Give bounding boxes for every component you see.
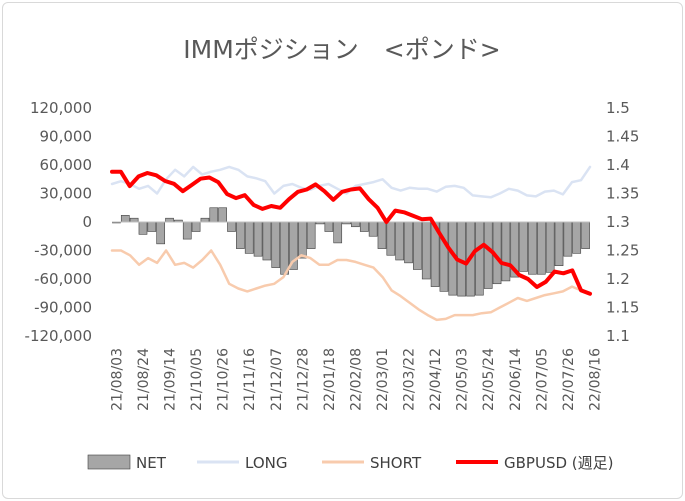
net-bar (404, 221, 413, 264)
net-bar (182, 221, 192, 240)
net-bar (262, 221, 272, 261)
x-tick-label: 22/07/05 (534, 348, 550, 411)
x-tick-label: 21/12/28 (295, 348, 311, 411)
net-bar (351, 221, 360, 228)
x-tick-label: 21/12/07 (269, 348, 285, 411)
net-bar (563, 221, 573, 257)
x-tick-label: 22/08/16 (587, 348, 603, 411)
y-right-tick-label: 1.5 (606, 99, 630, 117)
y-right-tick-label: 1.1 (606, 327, 630, 345)
net-bar (483, 221, 493, 289)
short-line (110, 249, 592, 322)
y-left-tick-label: -30,000 (34, 242, 92, 260)
net-bar (165, 217, 174, 223)
x-tick-label: 22/05/03 (455, 348, 471, 411)
net-bar (475, 221, 484, 296)
x-tick-label: 22/07/26 (561, 348, 577, 411)
net-bar (280, 221, 289, 275)
y-left-tick-label: 0 (82, 213, 92, 231)
x-tick-label: 22/01/18 (322, 348, 338, 411)
net-bar (501, 221, 511, 282)
x-tick-label: 22/03/22 (402, 348, 418, 411)
x-tick-label: 21/11/16 (242, 348, 258, 411)
y-right-tick-label: 1.2 (606, 270, 630, 288)
y-left-tick-label: 30,000 (40, 185, 93, 203)
net-bar (129, 217, 139, 223)
net-bar (244, 221, 254, 254)
x-tick-label: 22/04/12 (428, 348, 444, 411)
net-bar (572, 221, 582, 254)
net-bar (421, 221, 431, 280)
x-tick-label: 22/02/08 (348, 348, 364, 411)
y-left-tick-label: -120,000 (25, 327, 92, 345)
net-bar (306, 221, 316, 249)
y-right-tick-label: 1.3 (606, 213, 630, 231)
legend-label: NET (136, 454, 167, 472)
x-tick-label: 21/09/14 (163, 348, 179, 411)
net-bar (333, 221, 343, 244)
net-bar (554, 221, 564, 267)
legend-label: SHORT (370, 454, 422, 472)
x-tick-label: 22/05/24 (481, 348, 497, 411)
x-tick-label: 21/08/03 (109, 348, 125, 411)
y-left-tick-label: -90,000 (34, 299, 92, 317)
net-bar (120, 215, 130, 223)
legend: NET LONG SHORT GBPUSD (週足) (87, 454, 613, 472)
net-bar (545, 221, 555, 273)
net-bar (581, 221, 590, 249)
net-bar (395, 221, 405, 261)
net-bar (519, 221, 528, 272)
gbpusd-line (110, 169, 592, 296)
x-tick-label: 21/10/26 (216, 348, 232, 411)
net-bar (138, 221, 148, 235)
y-right-tick-label: 1.35 (606, 185, 639, 203)
plot-area: 120,000 90,000 60,000 30,000 0 -30,000 -60,000… (25, 99, 640, 411)
net-bar (200, 217, 210, 223)
net-bar (368, 221, 378, 237)
y-right-tick-label: 1.25 (606, 242, 639, 260)
net-bar (536, 221, 546, 275)
legend-label: GBPUSD (週足) (504, 454, 613, 472)
net-bar (386, 221, 396, 256)
net-bar (271, 221, 281, 268)
x-tick-label: 21/08/24 (136, 348, 152, 411)
net-bar (147, 221, 157, 232)
net-bar (377, 221, 387, 249)
y-left-tick-label: 90,000 (40, 128, 93, 146)
y-left-tick-label: -60,000 (34, 270, 92, 288)
y-right-tick-label: 1.4 (606, 156, 630, 174)
net-bar (209, 207, 219, 223)
net-bar (528, 221, 537, 275)
net-bar (156, 221, 166, 245)
legend-swatch-net (87, 454, 131, 470)
y-left-tick-label: 120,000 (30, 99, 92, 117)
net-bar (191, 221, 201, 232)
net-bar (297, 221, 307, 259)
x-tick-label: 21/10/05 (189, 348, 205, 411)
x-tick-label: 22/03/01 (375, 348, 391, 411)
chart-title: IMMポジション <ポンド> (183, 35, 500, 64)
net-bar (413, 221, 422, 270)
y-right-tick-label: 1.45 (606, 128, 639, 146)
legend-label: LONG (245, 454, 287, 472)
y-left-tick-label: 60,000 (40, 156, 93, 174)
net-bar (253, 221, 263, 257)
x-tick-label: 22/06/14 (508, 348, 524, 411)
net-bar (324, 221, 334, 232)
net-bar (227, 221, 236, 232)
net-bar (236, 221, 245, 249)
net-bar (218, 207, 227, 223)
y-right-tick-label: 1.15 (606, 299, 639, 317)
net-bar (359, 221, 369, 232)
